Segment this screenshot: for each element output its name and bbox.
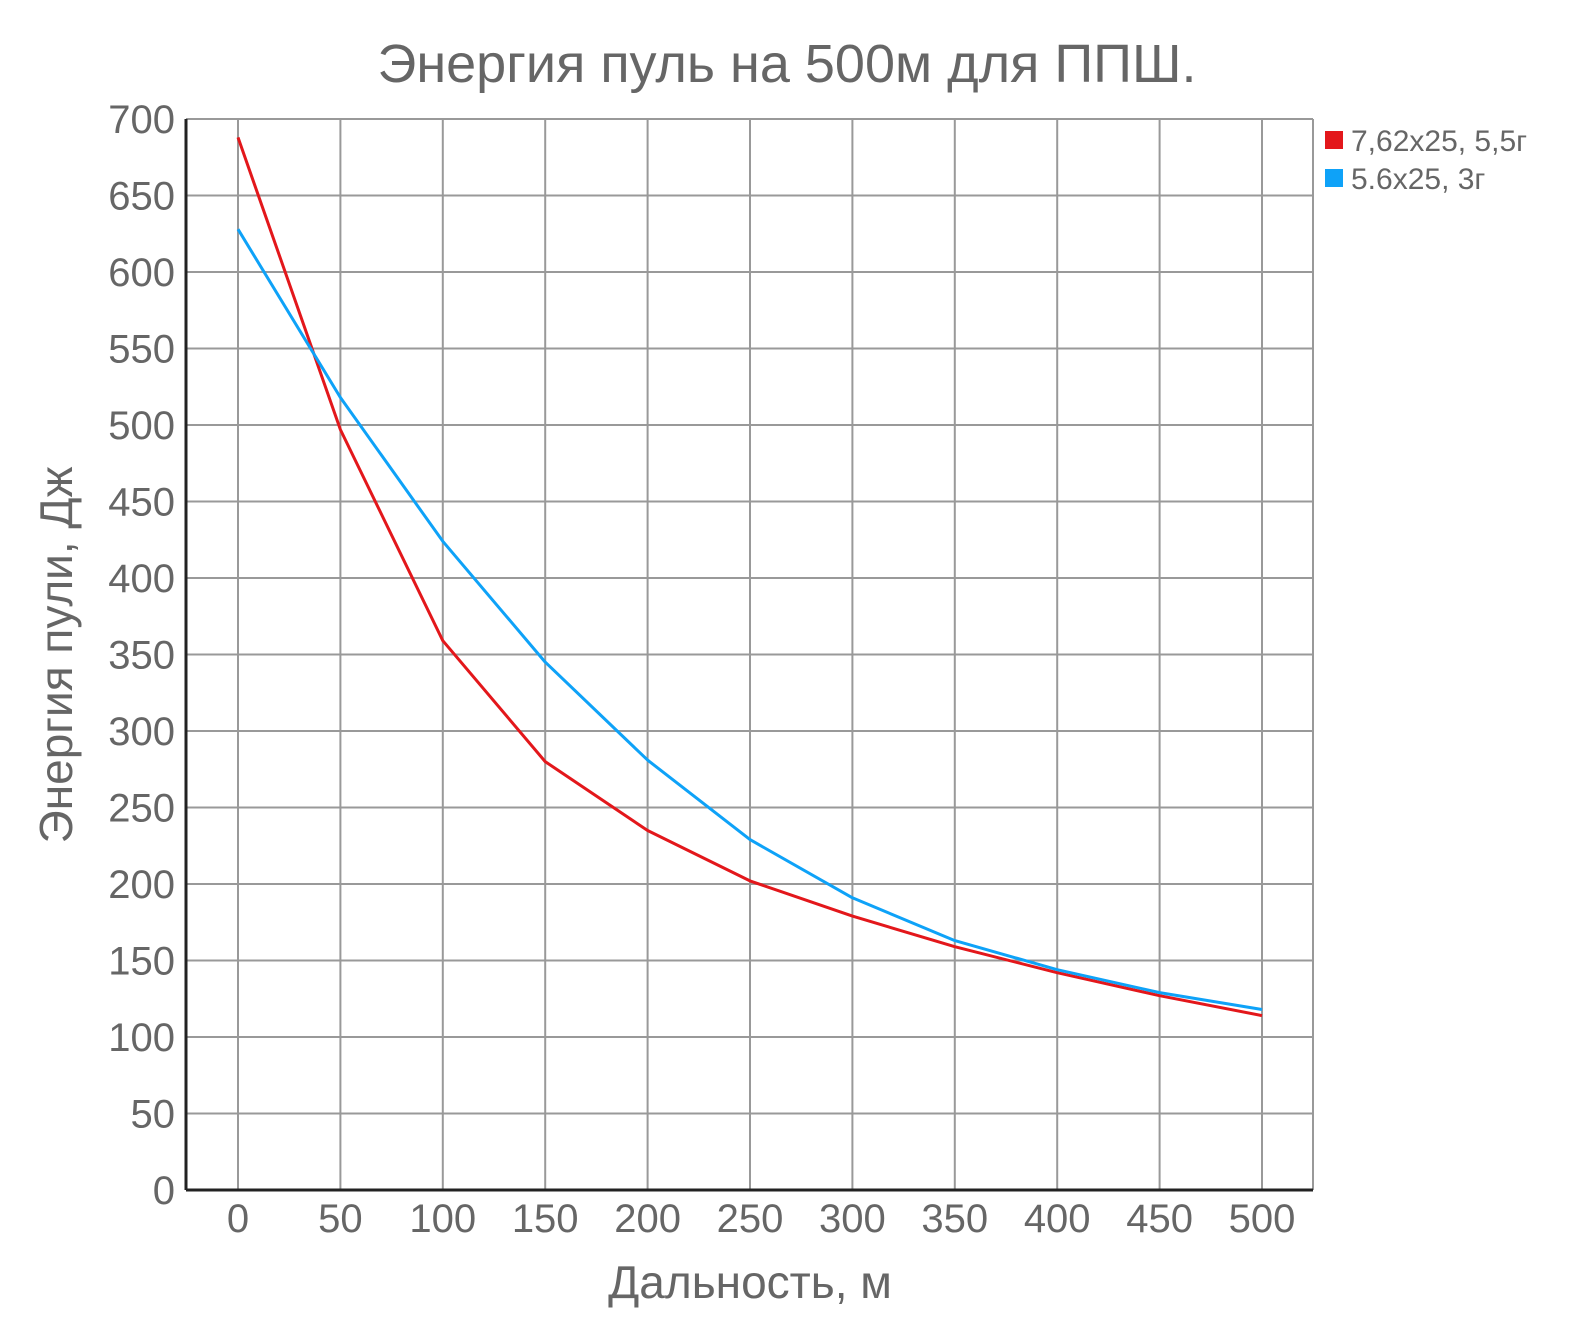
legend-label: 7,62x25, 5,5г bbox=[1351, 125, 1527, 158]
x-tick-label: 200 bbox=[614, 1197, 681, 1241]
x-tick-label: 300 bbox=[819, 1197, 886, 1241]
x-tick-label: 100 bbox=[409, 1197, 476, 1241]
x-tick-label: 250 bbox=[717, 1197, 784, 1241]
x-tick-label: 50 bbox=[318, 1197, 363, 1241]
y-axis-title: Энергия пули, Дж bbox=[30, 466, 82, 843]
legend-label: 5.6x25, 3г bbox=[1351, 163, 1485, 196]
y-tick-label: 300 bbox=[108, 710, 175, 754]
x-axis-title: Дальность, м bbox=[608, 1256, 892, 1308]
y-tick-label: 200 bbox=[108, 863, 175, 907]
series-layer bbox=[236, 136, 1263, 1018]
chart-title: Энергия пуль на 500м для ППШ. bbox=[378, 34, 1197, 94]
y-tick-labels: 0 50 100 150 200 250 300 350 400 450 500 550 600 650 7… bbox=[108, 98, 175, 1213]
y-tick-label: 650 bbox=[108, 175, 175, 219]
x-tick-labels: 0 50 100 150 200 250 300 350 400 450 500 bbox=[227, 1197, 1296, 1241]
y-tick-label: 0 bbox=[153, 1169, 175, 1213]
y-tick-label: 50 bbox=[131, 1093, 176, 1137]
x-tick-label: 500 bbox=[1229, 1197, 1296, 1241]
y-tick-label: 350 bbox=[108, 634, 175, 678]
grid-layer bbox=[186, 118, 1314, 1190]
legend: 7,62x25, 5,5г 5.6x25, 3г bbox=[1325, 125, 1527, 196]
axis-layer bbox=[184, 119, 1313, 1192]
series-line-2 bbox=[236, 228, 1263, 1011]
x-tick-label: 150 bbox=[512, 1197, 579, 1241]
y-tick-label: 150 bbox=[108, 940, 175, 984]
y-tick-label: 400 bbox=[108, 557, 175, 601]
y-tick-label: 500 bbox=[108, 404, 175, 448]
x-tick-label: 400 bbox=[1024, 1197, 1091, 1241]
x-tick-label: 450 bbox=[1126, 1197, 1193, 1241]
y-tick-label: 100 bbox=[108, 1016, 175, 1060]
legend-swatch bbox=[1325, 169, 1343, 187]
series-line-1 bbox=[236, 136, 1263, 1018]
legend-swatch bbox=[1325, 131, 1343, 149]
y-tick-label: 450 bbox=[108, 481, 175, 525]
y-tick-label: 250 bbox=[108, 787, 175, 831]
x-tick-label: 350 bbox=[921, 1197, 988, 1241]
y-tick-label: 700 bbox=[108, 98, 175, 142]
y-tick-label: 550 bbox=[108, 328, 175, 372]
x-tick-label: 0 bbox=[227, 1197, 249, 1241]
y-tick-label: 600 bbox=[108, 251, 175, 295]
